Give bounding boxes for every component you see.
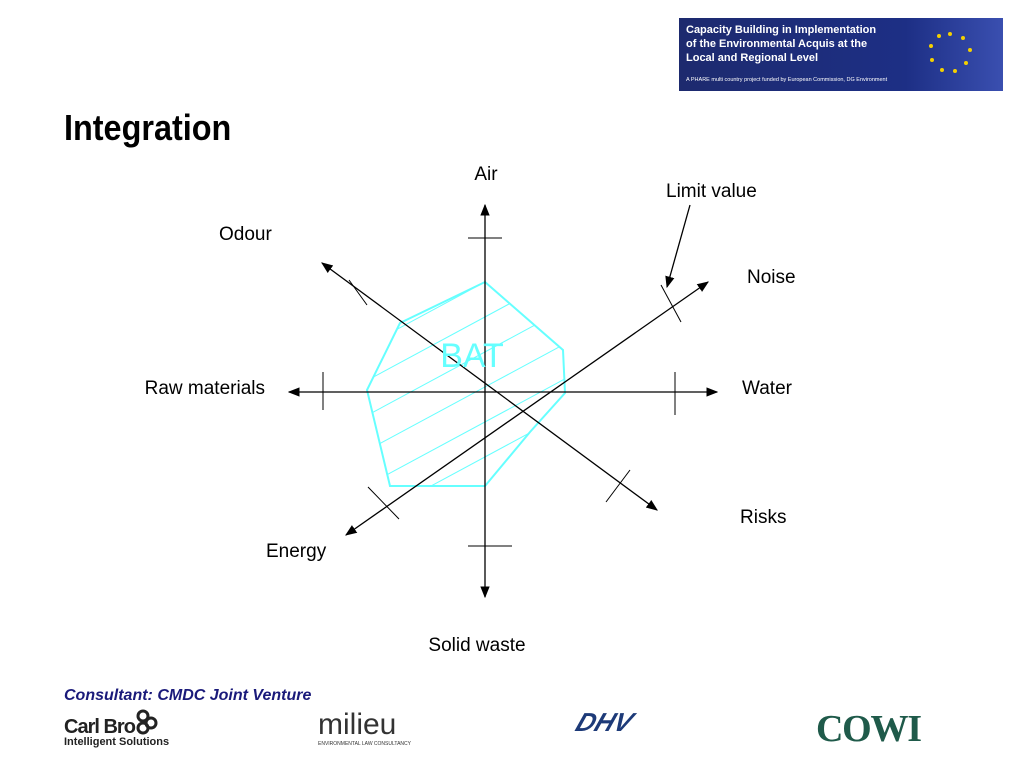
logo-carlbro-tagline: Intelligent Solutions [64, 736, 169, 748]
banner-line: Capacity Building in Implementation [686, 24, 876, 36]
carlbro-symbol [136, 709, 158, 735]
banner-line: of the Environmental Acquis at the [686, 38, 867, 50]
axis-label: Risks [740, 507, 786, 528]
axis-label: Energy [266, 541, 327, 562]
axis-label: Water [742, 378, 793, 399]
logo-carlbro: Carl Bro [64, 716, 136, 738]
footer: Consultant: CMDC Joint Venture Carl Bro … [64, 687, 922, 750]
axis-label: Solid waste [428, 635, 525, 656]
logo-milieu-tagline: ENVIRONMENTAL LAW CONSULTANCY [318, 741, 412, 747]
logo-dhv: DHV [572, 708, 639, 737]
logo-cowi: COWI [816, 708, 922, 750]
limit-ticks [322, 237, 682, 547]
banner-bg [679, 18, 1003, 91]
consultant: Consultant: CMDC Joint Venture [64, 687, 312, 704]
slide-title: Integration [64, 108, 231, 148]
axis [321, 262, 658, 511]
banner-line: Local and Regional Level [686, 52, 818, 64]
hatching [367, 282, 565, 486]
bat-area [365, 280, 567, 487]
axis-label: Odour [219, 224, 272, 245]
logo-milieu: milieu [318, 708, 396, 741]
eu-stars [929, 32, 972, 73]
radar-diagram: Air Noise Water Risks Solid waste Energy… [145, 164, 796, 656]
annotation-arrow [665, 204, 691, 289]
axis [345, 281, 709, 536]
axis-label: Air [474, 164, 498, 185]
axis-label: Raw materials [145, 378, 265, 399]
banner-note: A PHARE multi country project funded by … [686, 77, 888, 83]
banner: Capacity Building in Implementation of t… [679, 18, 1003, 91]
annotation: Limit value [666, 181, 757, 202]
axis-label: Noise [747, 267, 796, 288]
bat-label: BAT [440, 337, 504, 375]
